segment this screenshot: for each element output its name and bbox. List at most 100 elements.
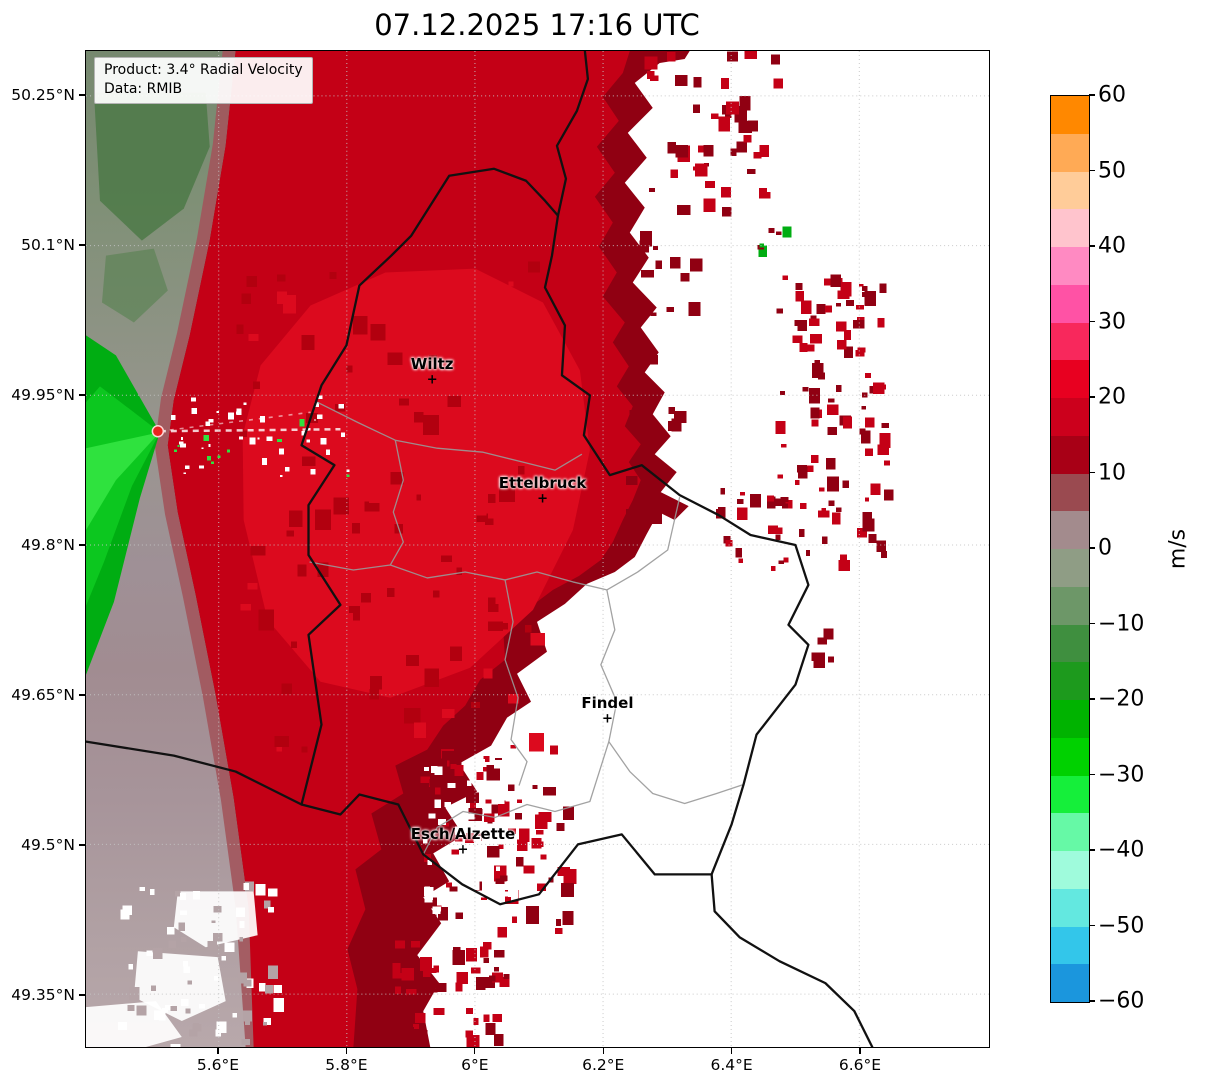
echo-pixel bbox=[483, 755, 490, 763]
echo-pixel bbox=[782, 226, 792, 238]
echo-pixel bbox=[771, 565, 776, 571]
echo-pixel bbox=[879, 432, 891, 449]
y-tick-label: 49.8°N bbox=[21, 536, 75, 554]
echo-pixel bbox=[456, 567, 463, 575]
echo-pixel bbox=[828, 656, 834, 663]
echo-pixel bbox=[455, 982, 463, 992]
echo-pixel bbox=[531, 837, 542, 849]
echo-pixel bbox=[301, 746, 308, 753]
echo-pixel bbox=[452, 949, 466, 966]
echo-pixel bbox=[843, 330, 852, 340]
echo-pixel bbox=[369, 492, 382, 503]
echo-pixel bbox=[529, 733, 544, 752]
echo-pixel bbox=[614, 643, 619, 647]
colorbar-segment bbox=[1051, 586, 1089, 625]
echo-pixel bbox=[429, 778, 440, 786]
colorbar-segment bbox=[1051, 473, 1089, 512]
echo-pixel bbox=[840, 554, 847, 561]
echo-pixel bbox=[821, 508, 826, 514]
echo-pixel bbox=[507, 828, 516, 834]
echo-pixel bbox=[422, 968, 431, 978]
echo-pixel bbox=[720, 488, 726, 495]
echo-pixel bbox=[837, 340, 847, 350]
echo-pixel bbox=[286, 530, 294, 537]
colorbar-tick-label: −30 bbox=[1098, 762, 1145, 787]
echo-pixel bbox=[711, 113, 719, 119]
echo-pixel bbox=[497, 589, 508, 602]
y-tick-label: 49.5°N bbox=[21, 836, 75, 854]
echo-pixel bbox=[238, 972, 248, 984]
echo-pixel bbox=[184, 465, 190, 470]
echo-pixel bbox=[480, 946, 489, 958]
echo-pixel bbox=[560, 883, 575, 898]
echo-pixel bbox=[416, 980, 431, 992]
echo-pixel bbox=[431, 765, 438, 774]
echo-pixel bbox=[216, 1021, 227, 1033]
echo-pixel bbox=[495, 866, 501, 871]
echo-pixel bbox=[493, 1033, 504, 1046]
echo-pixel bbox=[811, 419, 819, 427]
echo-pixel bbox=[611, 695, 618, 703]
x-tick-label: 5.8°E bbox=[325, 1056, 368, 1074]
echo-pixel bbox=[862, 518, 875, 532]
echo-pixel bbox=[649, 187, 656, 193]
echo-pixel bbox=[836, 507, 842, 513]
echo-pixel bbox=[454, 765, 464, 777]
echo-pixel bbox=[736, 498, 744, 505]
echo-pixel bbox=[517, 799, 522, 803]
echo-pixel bbox=[441, 555, 453, 562]
echo-pixel bbox=[430, 968, 437, 974]
echo-pixel bbox=[528, 261, 540, 273]
y-tick-label: 49.65°N bbox=[11, 686, 75, 704]
echo-pixel bbox=[494, 949, 505, 958]
echo-pixel bbox=[178, 922, 186, 932]
echo-pixel bbox=[783, 557, 789, 563]
echo-pixel bbox=[465, 947, 478, 962]
echo-pixel bbox=[800, 502, 807, 509]
echo-pixel bbox=[241, 293, 251, 304]
echo-pixel bbox=[798, 466, 808, 479]
echo-pixel bbox=[805, 550, 811, 557]
echo-pixel bbox=[861, 286, 868, 292]
echo-pixel bbox=[274, 736, 289, 747]
echo-pixel bbox=[797, 464, 808, 473]
echo-pixel bbox=[422, 839, 428, 844]
echo-pixel bbox=[507, 693, 520, 704]
colorbar-segment bbox=[1051, 247, 1089, 285]
echo-pixel bbox=[570, 620, 579, 632]
echo-pixel bbox=[387, 588, 395, 598]
x-tick-mark bbox=[345, 1048, 348, 1054]
echo-pixel bbox=[305, 412, 318, 424]
echo-pixel bbox=[777, 474, 784, 479]
echo-pixel bbox=[515, 856, 524, 867]
echo-pixel bbox=[400, 587, 408, 593]
echo-pixel bbox=[273, 984, 283, 994]
echo-pixel bbox=[401, 967, 414, 981]
echo-pixel bbox=[447, 396, 461, 407]
echo-pixel bbox=[253, 381, 260, 390]
echo-pixel bbox=[780, 391, 785, 396]
echo-pixel bbox=[518, 828, 530, 842]
echo-pixel bbox=[297, 564, 307, 577]
echo-pixel bbox=[247, 582, 258, 590]
echo-pixel bbox=[877, 444, 889, 456]
echo-pixel bbox=[486, 765, 500, 781]
echo-pixel bbox=[412, 1023, 419, 1030]
echo-pixel bbox=[207, 940, 218, 951]
echo-pixel bbox=[275, 579, 284, 588]
france-belgium-border bbox=[86, 740, 303, 806]
echo-pixel bbox=[281, 683, 292, 695]
echo-pixel bbox=[257, 437, 260, 440]
echo-pixel bbox=[410, 941, 421, 948]
echo-pixel bbox=[488, 597, 499, 612]
echo-pixel bbox=[870, 483, 881, 495]
echo-pixel bbox=[471, 860, 481, 870]
echo-pixel bbox=[180, 937, 187, 942]
echo-pixel bbox=[775, 231, 782, 236]
echo-pixel bbox=[481, 835, 489, 845]
colorbar-segment bbox=[1051, 964, 1089, 1002]
echo-pixel bbox=[515, 812, 523, 820]
echo-pixel bbox=[639, 231, 652, 247]
echo-pixel bbox=[623, 706, 635, 719]
x-tick-label: 6.4°E bbox=[710, 1056, 753, 1074]
